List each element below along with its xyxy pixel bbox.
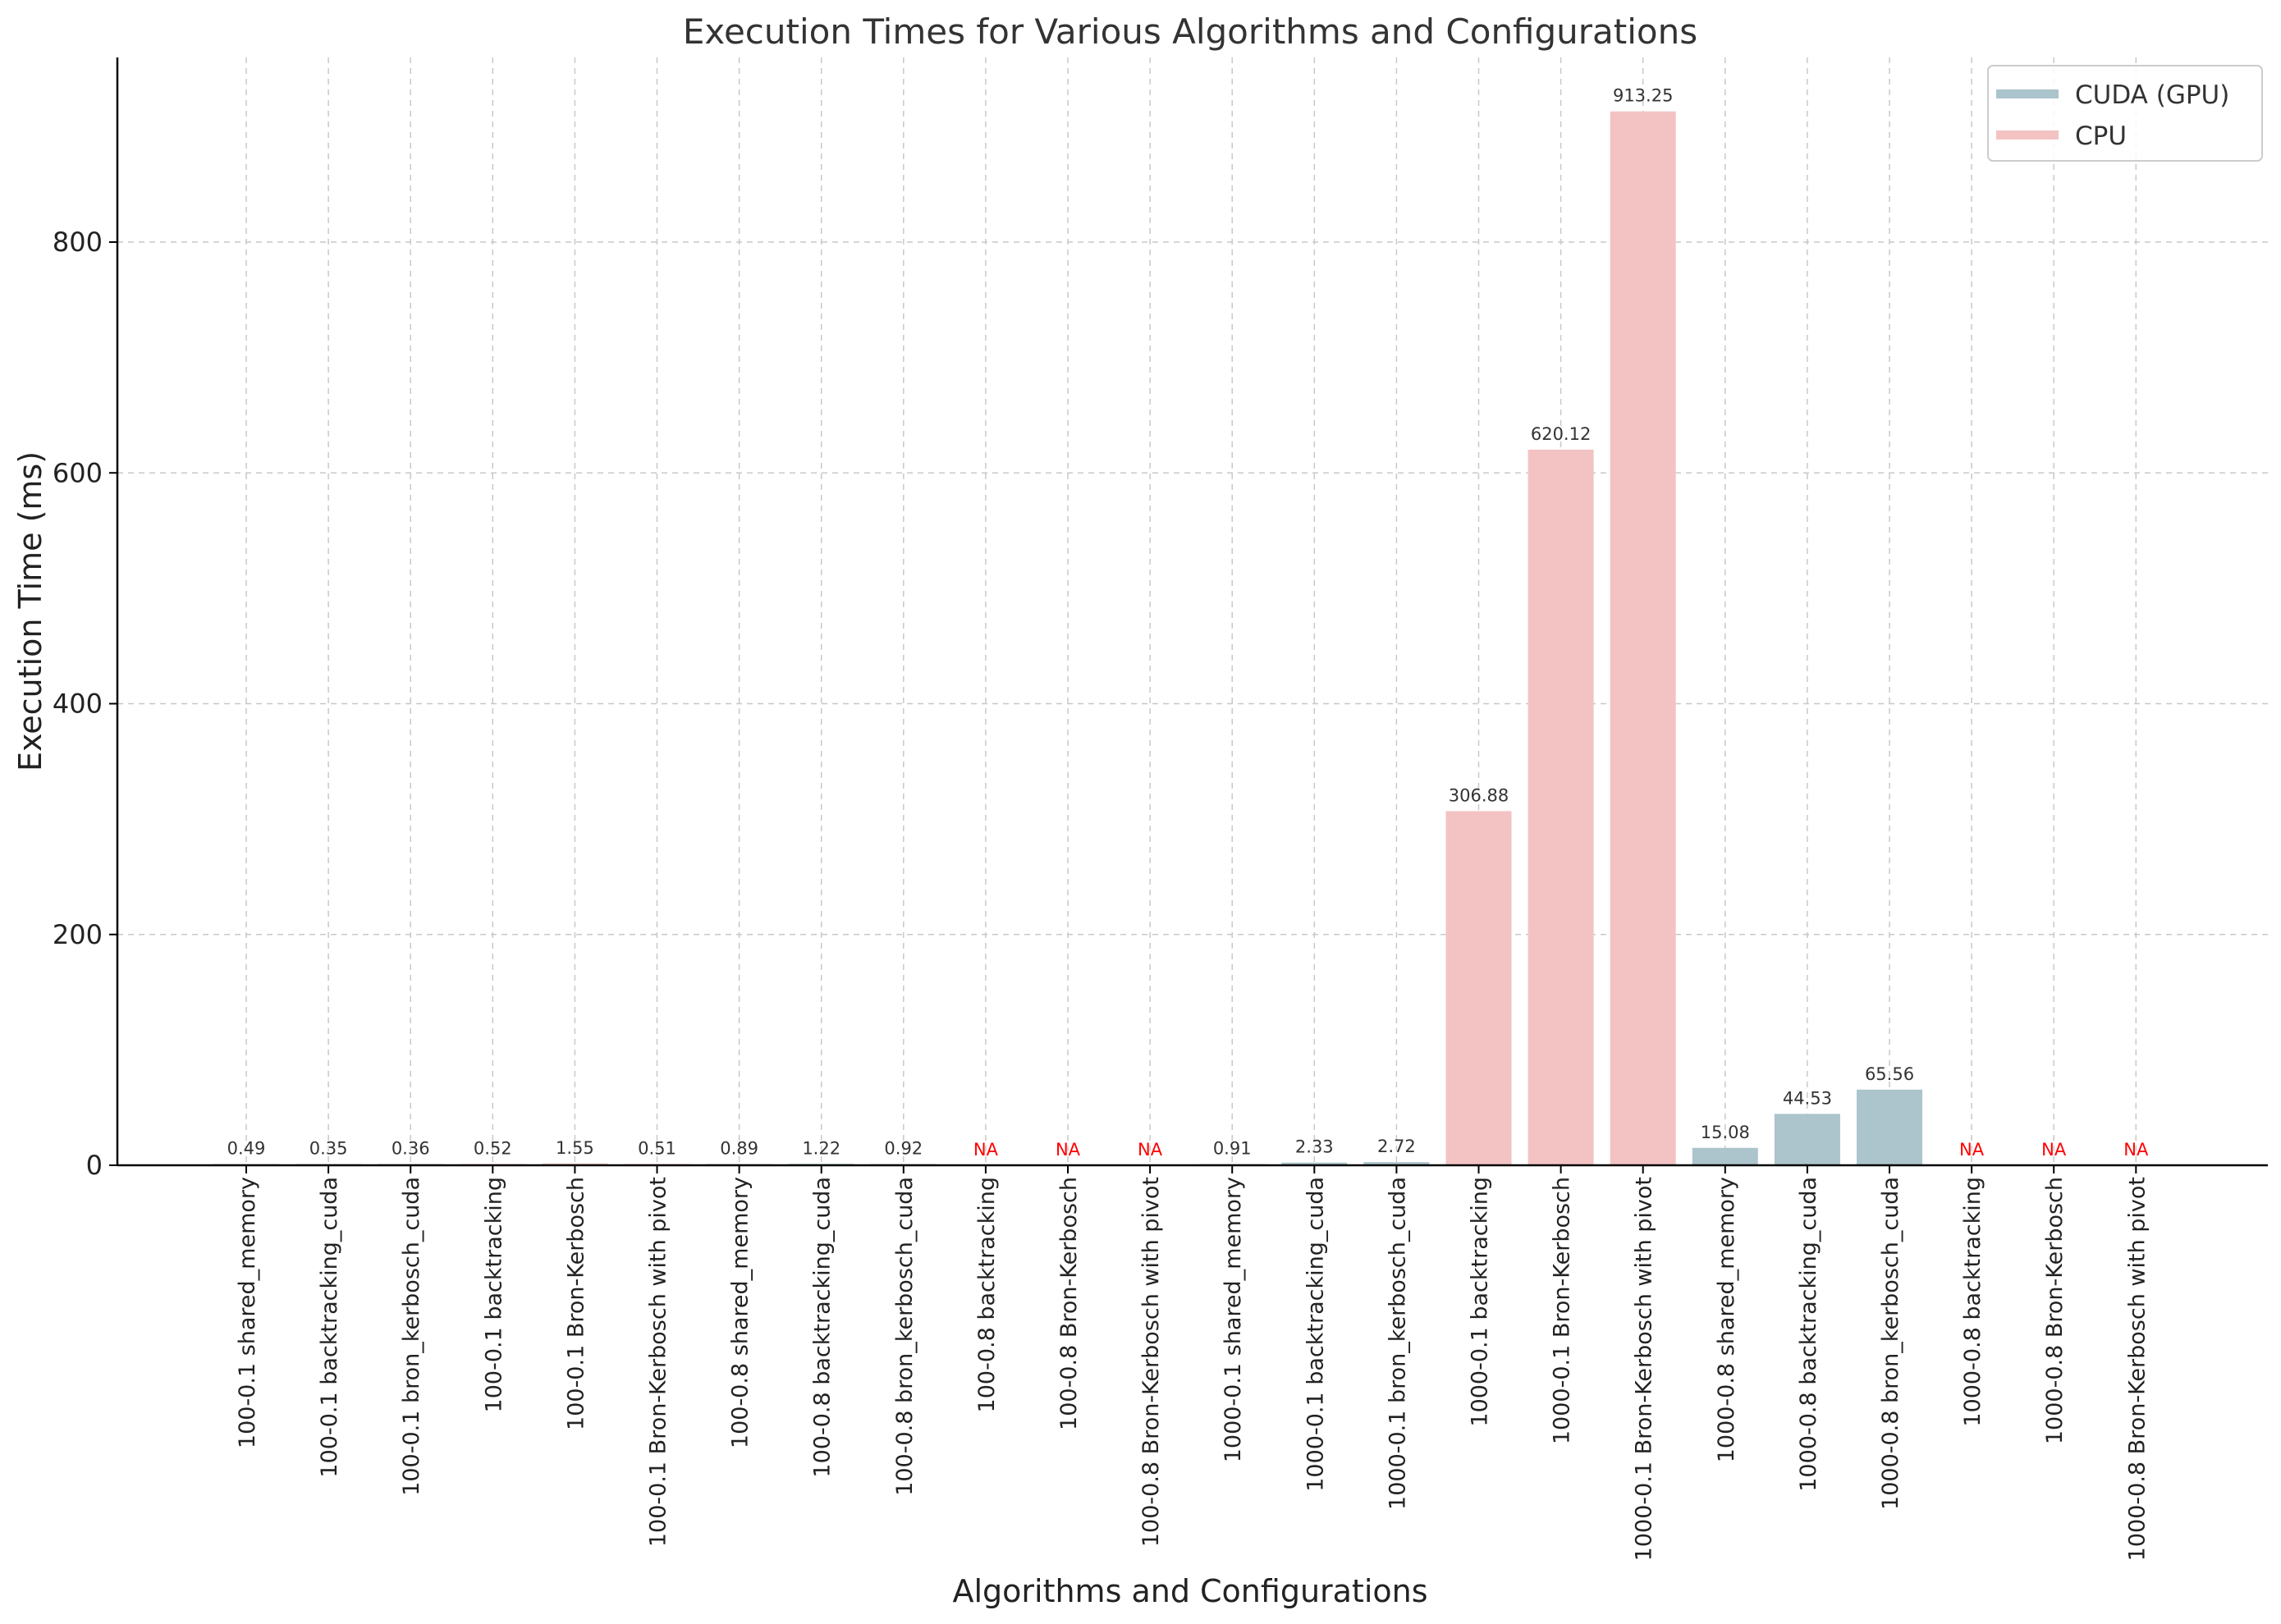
value-label: 65.56 <box>1865 1064 1914 1084</box>
value-label: 620.12 <box>1531 424 1591 444</box>
x-tick-label: 1000-0.1 Bron-Kerbosch with pivot <box>1632 1177 1657 1561</box>
x-tick-labels: 100-0.1 shared_memory 100-0.1 backtrackin… <box>235 1165 2150 1561</box>
bar <box>1610 111 1676 1165</box>
y-tick-label: 0 <box>86 1150 103 1181</box>
x-tick-label: 1000-0.1 bron_kerbosch_cuda <box>1385 1177 1410 1510</box>
x-tick-label: 1000-0.1 backtracking_cuda <box>1303 1177 1328 1492</box>
na-label: NA <box>2123 1140 2149 1160</box>
value-label: 15.08 <box>1701 1123 1750 1142</box>
x-axis-label: Algorithms and Configurations <box>952 1573 1427 1609</box>
x-tick-label: 1000-0.8 Bron-Kerbosch <box>2042 1177 2068 1444</box>
value-label: 1.55 <box>556 1138 594 1158</box>
y-tick-labels: 0 200 400 600 800 <box>53 226 117 1181</box>
value-label: 306.88 <box>1449 785 1509 805</box>
value-label: 1.22 <box>802 1138 840 1158</box>
legend: CUDA (GPU) CPU <box>1987 65 2263 162</box>
grid-lines <box>117 57 2268 1166</box>
y-tick-label: 800 <box>53 226 103 258</box>
y-tick-label: 600 <box>53 457 103 488</box>
value-label: 0.91 <box>1213 1139 1252 1159</box>
value-label: 0.36 <box>392 1139 430 1159</box>
value-label: 913.25 <box>1613 86 1673 106</box>
na-label: NA <box>1138 1140 1163 1160</box>
x-tick-label: 100-0.1 Bron-Kerbosch <box>563 1177 589 1430</box>
bar <box>1445 811 1512 1165</box>
bars <box>213 111 1922 1165</box>
x-tick-label: 100-0.1 backtracking <box>481 1177 506 1412</box>
value-label: 0.51 <box>638 1139 676 1159</box>
na-label: NA <box>2041 1140 2067 1160</box>
bar <box>1281 1162 1348 1165</box>
x-tick-label: 100-0.8 bron_kerbosch_cuda <box>892 1177 918 1496</box>
y-tick-label: 200 <box>53 919 103 950</box>
value-label: 44.53 <box>1783 1088 1832 1108</box>
legend-label-cuda: CUDA (GPU) <box>2075 80 2229 110</box>
x-tick-label: 1000-0.8 backtracking <box>1960 1177 1986 1427</box>
x-tick-label: 100-0.8 Bron-Kerbosch with pivot <box>1138 1177 1164 1547</box>
legend-swatch-cpu <box>1996 130 2059 140</box>
y-axis-label: Execution Time (ms) <box>12 451 48 771</box>
x-tick-label: 1000-0.1 backtracking <box>1468 1177 1493 1427</box>
chart-title: Execution Times for Various Algorithms a… <box>683 11 1697 52</box>
legend-label-cpu: CPU <box>2075 121 2127 151</box>
value-label: 0.92 <box>884 1139 923 1159</box>
x-tick-label: 1000-0.8 bron_kerbosch_cuda <box>1878 1177 1903 1510</box>
x-tick-label: 100-0.1 shared_memory <box>235 1177 260 1448</box>
value-labels: 0.49 0.35 0.36 0.52 1.55 0.51 0.89 1.22 0.92 NA NA… <box>227 86 2149 1160</box>
value-label: 0.49 <box>227 1139 266 1159</box>
bar <box>1692 1147 1758 1165</box>
x-tick-label: 100-0.8 backtracking <box>974 1177 1000 1412</box>
na-label: NA <box>1959 1140 1985 1160</box>
na-label: NA <box>973 1140 999 1160</box>
legend-swatch-cuda <box>1996 89 2059 98</box>
x-tick-label: 1000-0.1 shared_memory <box>1221 1177 1246 1462</box>
value-label: 0.35 <box>309 1139 348 1159</box>
x-tick-label: 100-0.8 shared_memory <box>728 1177 753 1448</box>
bar <box>1363 1162 1430 1165</box>
y-tick-label: 400 <box>53 688 103 720</box>
x-tick-label: 100-0.8 backtracking_cuda <box>810 1177 836 1478</box>
x-tick-label: 100-0.1 Bron-Kerbosch with pivot <box>646 1177 671 1547</box>
x-tick-label: 100-0.8 Bron-Kerbosch <box>1056 1177 1082 1430</box>
x-tick-label: 100-0.1 backtracking_cuda <box>317 1177 342 1478</box>
value-label: 0.52 <box>474 1139 512 1159</box>
value-label: 0.89 <box>720 1139 758 1159</box>
x-tick-label: 100-0.1 bron_kerbosch_cuda <box>399 1177 424 1496</box>
x-tick-label: 1000-0.8 backtracking_cuda <box>1796 1177 1821 1492</box>
na-label: NA <box>1056 1140 1081 1160</box>
x-tick-label: 1000-0.8 Bron-Kerbosch with pivot <box>2124 1177 2150 1561</box>
bar <box>1528 449 1594 1165</box>
value-label: 2.33 <box>1295 1137 1334 1157</box>
x-tick-label: 1000-0.8 shared_memory <box>1714 1177 1739 1462</box>
value-label: 2.72 <box>1377 1137 1416 1156</box>
bar <box>1857 1089 1922 1165</box>
x-tick-label: 1000-0.1 Bron-Kerbosch <box>1550 1177 1575 1444</box>
bar <box>1774 1114 1840 1165</box>
axes <box>116 57 2268 1167</box>
